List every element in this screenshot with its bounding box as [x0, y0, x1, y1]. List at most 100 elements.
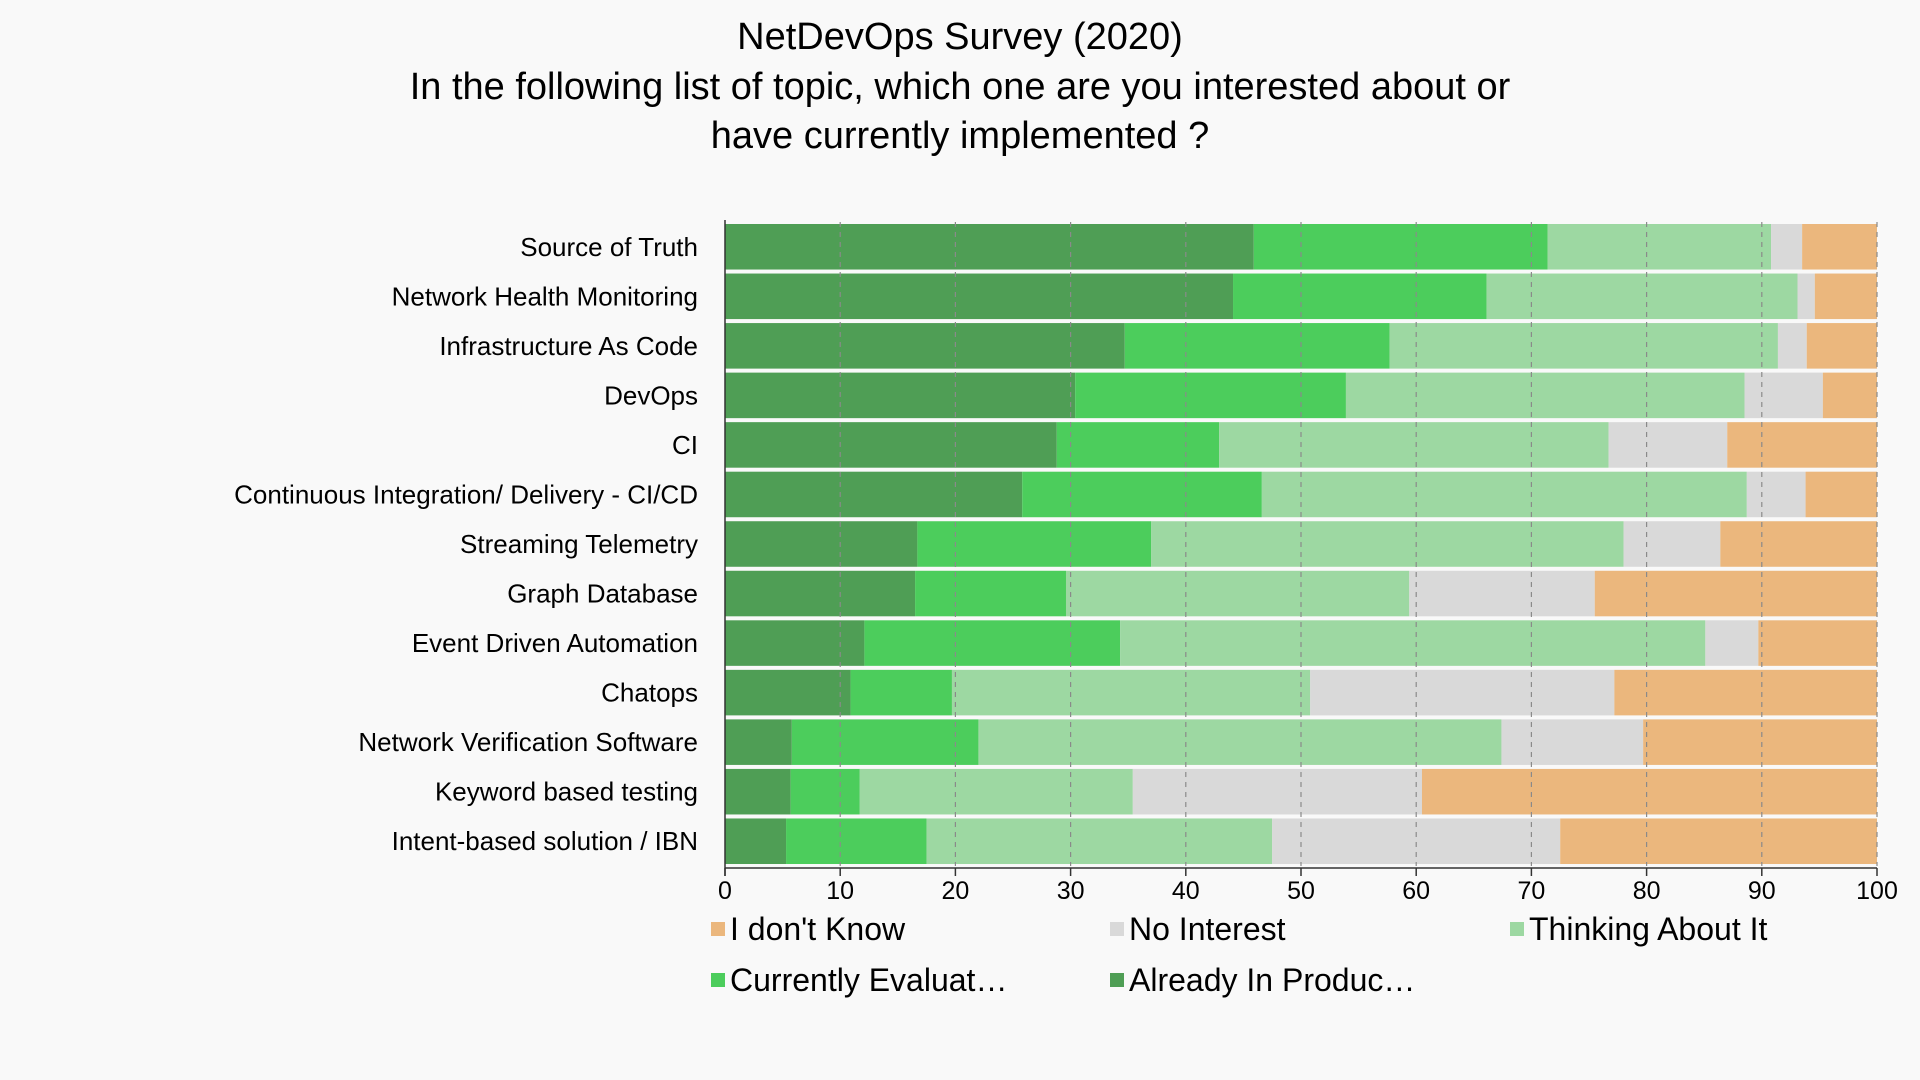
- x-tick-label-70: 70: [1517, 877, 1545, 905]
- bar-network-verification-software-no-interest: [1501, 719, 1644, 765]
- bar-network-health-monitoring-i-don-t-know: [1814, 273, 1877, 320]
- bar-devops-no-interest: [1744, 372, 1823, 419]
- bar-continuous-integration-delivery-ci-cd-already-in-produc: [725, 471, 1023, 518]
- x-tick-label-50: 50: [1287, 877, 1315, 905]
- legend-swatch-i-don-t-know: [711, 922, 725, 936]
- bar-graph-database-currently-evaluat: [915, 570, 1066, 617]
- category-label-source-of-truth: Source of Truth: [520, 232, 698, 262]
- bar-network-health-monitoring-thinking-about-it: [1486, 273, 1798, 320]
- chart-title-line-3: have currently implemented ?: [711, 115, 1209, 157]
- bar-graph-database-i-don-t-know: [1594, 570, 1877, 617]
- bar-continuous-integration-delivery-ci-cd-i-don-t-know: [1805, 471, 1877, 518]
- bar-ci-already-in-produc: [725, 422, 1057, 468]
- bar-keyword-based-testing-thinking-about-it: [859, 768, 1133, 815]
- category-label-event-driven-automation: Event Driven Automation: [412, 628, 698, 658]
- x-tick-label-0: 0: [718, 877, 732, 905]
- bar-infrastructure-as-code-currently-evaluat: [1124, 323, 1390, 369]
- bars-area: [725, 224, 1877, 864]
- x-tick-label-30: 30: [1057, 877, 1085, 905]
- legend-label-no-interest: No Interest: [1129, 911, 1286, 947]
- bar-chatops-i-don-t-know: [1614, 669, 1877, 716]
- category-label-infrastructure-as-code: Infrastructure As Code: [439, 331, 698, 361]
- x-tick-label-20: 20: [941, 877, 969, 905]
- bar-devops-currently-evaluat: [1075, 372, 1346, 419]
- bar-intent-based-solution-ibn-i-don-t-know: [1560, 818, 1877, 864]
- category-label-ci: CI: [672, 430, 698, 460]
- bar-continuous-integration-delivery-ci-cd-currently-evaluat: [1022, 471, 1262, 518]
- bar-continuous-integration-delivery-ci-cd-no-interest: [1746, 471, 1806, 518]
- bar-graph-database-already-in-produc: [725, 570, 916, 617]
- bar-keyword-based-testing-already-in-produc: [725, 768, 791, 815]
- chart-title-line-2: In the following list of topic, which on…: [410, 66, 1511, 108]
- bar-ci-i-don-t-know: [1727, 422, 1877, 468]
- legend-swatch-currently-evaluat: [711, 973, 725, 987]
- bar-source-of-truth-no-interest: [1771, 224, 1803, 270]
- bar-streaming-telemetry-i-don-t-know: [1720, 521, 1877, 567]
- bar-intent-based-solution-ibn-already-in-produc: [725, 818, 787, 864]
- bar-source-of-truth-i-don-t-know: [1802, 224, 1877, 270]
- x-tick-label-60: 60: [1402, 877, 1430, 905]
- bar-infrastructure-as-code-thinking-about-it: [1389, 323, 1778, 369]
- bar-streaming-telemetry-currently-evaluat: [917, 521, 1152, 567]
- category-label-intent-based-solution-ibn: Intent-based solution / IBN: [392, 826, 698, 856]
- bar-streaming-telemetry-already-in-produc: [725, 521, 918, 567]
- x-tick-label-90: 90: [1748, 877, 1776, 905]
- bar-source-of-truth-thinking-about-it: [1547, 224, 1772, 270]
- bar-network-health-monitoring-already-in-produc: [725, 273, 1234, 320]
- bar-devops-already-in-produc: [725, 372, 1076, 419]
- legend-swatch-no-interest: [1110, 922, 1124, 936]
- bar-keyword-based-testing-currently-evaluat: [790, 768, 860, 815]
- x-axis: 0 10 20 30 40 50 60 70 80 90 100: [718, 220, 1898, 905]
- bar-ci-currently-evaluat: [1056, 422, 1220, 468]
- bar-network-health-monitoring-no-interest: [1797, 273, 1815, 320]
- legend-label-i-don-t-know: I don't Know: [730, 911, 906, 947]
- bar-graph-database-thinking-about-it: [1065, 570, 1410, 617]
- category-label-streaming-telemetry: Streaming Telemetry: [460, 529, 698, 559]
- bar-source-of-truth-already-in-produc: [725, 224, 1254, 270]
- legend-swatch-thinking-about-it: [1510, 922, 1524, 936]
- chart-title-line-1: NetDevOps Survey (2020): [737, 16, 1183, 58]
- bar-streaming-telemetry-thinking-about-it: [1151, 521, 1624, 567]
- bar-source-of-truth-currently-evaluat: [1253, 224, 1548, 270]
- legend-swatch-already-in-produc: [1110, 973, 1124, 987]
- category-label-continuous-integration-delivery-ci-cd: Continuous Integration/ Delivery - CI/CD: [234, 479, 698, 509]
- bar-infrastructure-as-code-already-in-produc: [725, 323, 1125, 369]
- chart-title: NetDevOps Survey (2020) In the following…: [410, 16, 1511, 157]
- legend-label-currently-evaluat: Currently Evaluat…: [730, 962, 1007, 998]
- legend: I don't Know No Interest Thinking About It…: [711, 911, 1767, 998]
- bar-infrastructure-as-code-no-interest: [1777, 323, 1807, 369]
- bar-event-driven-automation-thinking-about-it: [1120, 620, 1706, 666]
- bar-keyword-based-testing-i-don-t-know: [1421, 768, 1877, 815]
- category-label-graph-database: Graph Database: [507, 579, 698, 609]
- category-label-chatops: Chatops: [601, 678, 698, 708]
- x-tick-label-40: 40: [1172, 877, 1200, 905]
- bar-network-verification-software-currently-evaluat: [791, 719, 979, 765]
- x-tick-label-10: 10: [826, 877, 854, 905]
- bar-network-verification-software-already-in-produc: [725, 719, 792, 765]
- bar-chatops-thinking-about-it: [951, 669, 1311, 716]
- bar-chatops-no-interest: [1310, 669, 1615, 716]
- bar-ci-no-interest: [1608, 422, 1728, 468]
- legend-label-already-in-produc: Already In Produc…: [1129, 962, 1415, 998]
- bar-event-driven-automation-i-don-t-know: [1758, 620, 1877, 666]
- bar-streaming-telemetry-no-interest: [1623, 521, 1721, 567]
- bar-event-driven-automation-already-in-produc: [725, 620, 865, 666]
- category-label-network-health-monitoring: Network Health Monitoring: [392, 281, 698, 311]
- bar-network-health-monitoring-currently-evaluat: [1233, 273, 1487, 320]
- category-labels: Source of Truth Network Health Monitoring…: [234, 232, 698, 856]
- bar-network-verification-software-i-don-t-know: [1643, 719, 1877, 765]
- x-tick-label-80: 80: [1633, 877, 1661, 905]
- bar-infrastructure-as-code-i-don-t-know: [1806, 323, 1877, 369]
- bar-intent-based-solution-ibn-thinking-about-it: [926, 818, 1273, 864]
- bar-chatops-already-in-produc: [725, 669, 851, 716]
- bar-devops-i-don-t-know: [1822, 372, 1877, 419]
- x-tick-label-100: 100: [1856, 877, 1898, 905]
- category-label-devops: DevOps: [604, 380, 698, 410]
- category-label-keyword-based-testing: Keyword based testing: [435, 777, 698, 807]
- bar-devops-thinking-about-it: [1345, 372, 1745, 419]
- bar-intent-based-solution-ibn-currently-evaluat: [786, 818, 927, 864]
- bar-network-verification-software-thinking-about-it: [978, 719, 1502, 765]
- bar-ci-thinking-about-it: [1219, 422, 1609, 468]
- bar-graph-database-no-interest: [1409, 570, 1595, 617]
